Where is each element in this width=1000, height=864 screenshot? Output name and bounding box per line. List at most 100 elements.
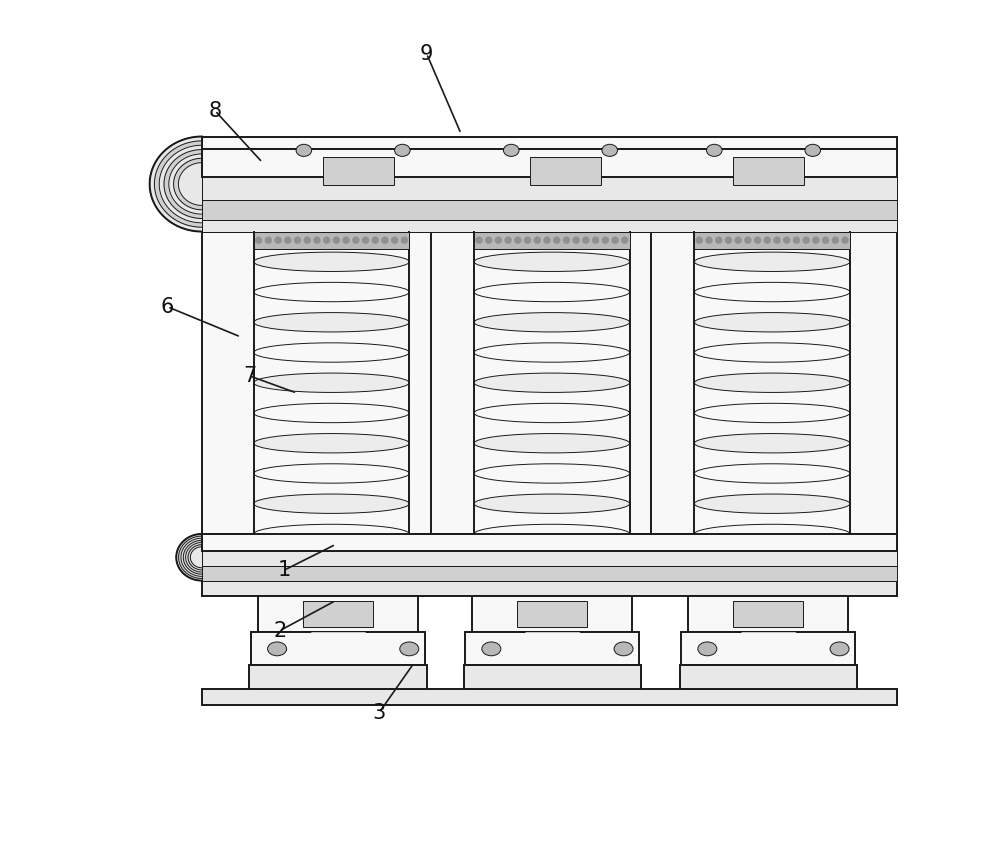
Bar xyxy=(681,632,855,665)
Bar xyxy=(323,157,394,185)
Polygon shape xyxy=(176,534,202,581)
Bar xyxy=(202,551,897,566)
Ellipse shape xyxy=(474,403,630,422)
Text: 3: 3 xyxy=(372,702,386,723)
Ellipse shape xyxy=(474,222,630,241)
Bar xyxy=(202,177,897,200)
Ellipse shape xyxy=(352,237,359,244)
Ellipse shape xyxy=(265,237,272,244)
Ellipse shape xyxy=(395,144,410,156)
Ellipse shape xyxy=(323,237,330,244)
Ellipse shape xyxy=(706,237,712,244)
Polygon shape xyxy=(181,538,202,576)
Ellipse shape xyxy=(592,237,599,244)
Polygon shape xyxy=(164,149,202,219)
Ellipse shape xyxy=(715,237,722,244)
Text: 8: 8 xyxy=(208,100,221,121)
Ellipse shape xyxy=(614,642,633,656)
Bar xyxy=(465,632,639,665)
Ellipse shape xyxy=(275,237,282,244)
Ellipse shape xyxy=(822,237,829,244)
Ellipse shape xyxy=(304,237,311,244)
Ellipse shape xyxy=(696,237,703,244)
Ellipse shape xyxy=(805,144,821,156)
Ellipse shape xyxy=(475,237,482,244)
Ellipse shape xyxy=(706,144,722,156)
Bar xyxy=(517,601,587,627)
Ellipse shape xyxy=(832,237,839,244)
Polygon shape xyxy=(150,137,202,232)
Ellipse shape xyxy=(362,237,369,244)
Ellipse shape xyxy=(474,343,630,362)
Ellipse shape xyxy=(694,252,850,271)
Ellipse shape xyxy=(254,343,409,362)
Ellipse shape xyxy=(694,464,850,483)
Ellipse shape xyxy=(505,237,512,244)
Polygon shape xyxy=(188,544,202,570)
Bar xyxy=(733,157,804,185)
Ellipse shape xyxy=(254,283,409,302)
Bar xyxy=(258,596,418,632)
Bar xyxy=(249,665,427,689)
Ellipse shape xyxy=(254,403,409,422)
Bar xyxy=(202,220,897,232)
Ellipse shape xyxy=(514,237,521,244)
Ellipse shape xyxy=(372,237,379,244)
Ellipse shape xyxy=(254,464,409,483)
Text: 9: 9 xyxy=(420,43,433,64)
Polygon shape xyxy=(159,145,202,223)
Ellipse shape xyxy=(783,237,790,244)
Ellipse shape xyxy=(612,237,618,244)
Bar xyxy=(474,232,630,249)
Ellipse shape xyxy=(254,524,409,543)
Bar xyxy=(202,137,897,149)
Text: 2: 2 xyxy=(273,620,286,641)
Ellipse shape xyxy=(333,237,340,244)
Bar xyxy=(472,596,632,632)
Ellipse shape xyxy=(495,237,502,244)
Ellipse shape xyxy=(313,237,320,244)
Ellipse shape xyxy=(563,237,570,244)
Ellipse shape xyxy=(694,524,850,543)
Ellipse shape xyxy=(255,237,262,244)
Ellipse shape xyxy=(391,237,398,244)
Ellipse shape xyxy=(793,237,800,244)
Polygon shape xyxy=(179,536,202,579)
Polygon shape xyxy=(186,543,202,572)
Ellipse shape xyxy=(694,343,850,362)
Ellipse shape xyxy=(694,283,850,302)
Ellipse shape xyxy=(485,237,492,244)
Bar xyxy=(694,232,850,249)
Ellipse shape xyxy=(482,642,501,656)
Ellipse shape xyxy=(534,237,541,244)
Ellipse shape xyxy=(582,237,589,244)
Ellipse shape xyxy=(803,237,810,244)
Polygon shape xyxy=(183,540,202,575)
Ellipse shape xyxy=(254,313,409,332)
Ellipse shape xyxy=(474,464,630,483)
Bar xyxy=(688,596,848,632)
Ellipse shape xyxy=(725,237,732,244)
Ellipse shape xyxy=(254,494,409,513)
Polygon shape xyxy=(154,141,202,227)
Ellipse shape xyxy=(735,237,742,244)
Ellipse shape xyxy=(474,524,630,543)
Ellipse shape xyxy=(474,283,630,302)
Ellipse shape xyxy=(254,252,409,271)
Polygon shape xyxy=(190,547,202,568)
Bar xyxy=(254,232,409,249)
Ellipse shape xyxy=(401,237,408,244)
Ellipse shape xyxy=(602,237,609,244)
Ellipse shape xyxy=(621,237,628,244)
Bar xyxy=(202,689,897,705)
Bar xyxy=(202,534,897,551)
Ellipse shape xyxy=(694,313,850,332)
Bar xyxy=(251,632,425,665)
Ellipse shape xyxy=(343,237,350,244)
Ellipse shape xyxy=(524,237,531,244)
Ellipse shape xyxy=(842,237,849,244)
Bar xyxy=(202,566,897,581)
Bar xyxy=(530,157,601,185)
Ellipse shape xyxy=(382,237,388,244)
Ellipse shape xyxy=(774,237,780,244)
